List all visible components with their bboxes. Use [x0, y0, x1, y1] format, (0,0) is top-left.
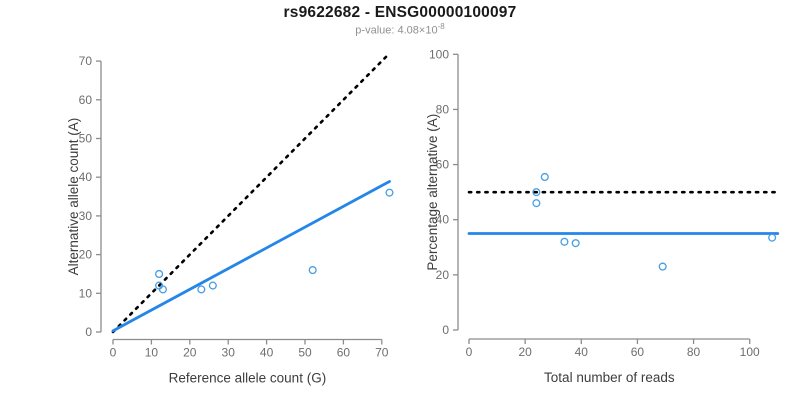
data-point: [532, 199, 541, 208]
identity-line: [111, 53, 389, 334]
fit-line: [111, 180, 391, 333]
y-tick-label: 40: [79, 170, 93, 184]
x-tick-label: 30: [222, 346, 236, 360]
x-tick-label: 20: [183, 346, 197, 360]
right-scatter-plot: 0 20 40 60 80 100 0 20 40 60 80 100 Total number of …: [425, 47, 780, 385]
y-tick-label: 80: [436, 102, 450, 116]
data-point: [208, 281, 217, 290]
y-tick-label: 0: [442, 323, 449, 337]
y-tick-label: 50: [79, 132, 93, 146]
x-tick-label: 0: [110, 346, 117, 360]
x-axis-title: Reference allele count (G): [169, 371, 327, 386]
y-tick-label: 30: [79, 209, 93, 223]
x-tick-label: 70: [375, 346, 389, 360]
data-point: [532, 188, 541, 197]
left-scatter-plot: 0 10 20 30 40 50 60 70 0 10 20 30 40 50 60 70 Reference …: [66, 53, 394, 386]
x-tick-label: 20: [518, 345, 532, 359]
y-tick-label: 60: [436, 158, 450, 172]
data-point: [768, 233, 777, 242]
x-axis-title: Total number of reads: [544, 370, 675, 385]
data-point: [571, 239, 580, 248]
x-tick-label: 100: [740, 345, 760, 359]
data-point: [560, 237, 569, 246]
figure-subtitle: p-value: 4.08×10-8: [0, 22, 800, 37]
figure-title: rs9622682 - ENSG00000100097: [283, 4, 517, 21]
pvalue-text: p-value: 4.08×10: [355, 24, 438, 37]
pvalue-exponent: -8: [437, 22, 445, 31]
x-tick-label: 60: [337, 346, 351, 360]
data-point: [540, 172, 549, 182]
data-point: [155, 269, 164, 279]
x-tick-label: 50: [298, 346, 312, 360]
y-tick-label: 10: [79, 286, 93, 300]
x-tick-label: 60: [631, 345, 645, 359]
data-point: [658, 262, 667, 271]
data-point: [385, 188, 394, 197]
x-tick-label: 40: [260, 346, 274, 360]
data-point: [197, 285, 206, 294]
y-tick-label: 60: [79, 93, 93, 107]
y-axis-title: Alternative allele count (A): [66, 118, 81, 276]
y-tick-label: 70: [79, 54, 93, 68]
y-tick-label: 20: [79, 248, 93, 262]
y-tick-label: 100: [429, 47, 449, 61]
data-point: [308, 266, 317, 275]
x-tick-label: 10: [145, 346, 159, 360]
x-tick-label: 0: [466, 345, 473, 359]
x-tick-label: 80: [687, 345, 701, 359]
y-tick-label: 40: [436, 213, 450, 227]
y-axis-title: Percentage alternative (A): [425, 114, 440, 271]
y-tick-label: 0: [85, 325, 92, 339]
x-tick-label: 40: [575, 345, 589, 359]
y-tick-label: 20: [436, 268, 450, 282]
data-point: [158, 285, 167, 294]
